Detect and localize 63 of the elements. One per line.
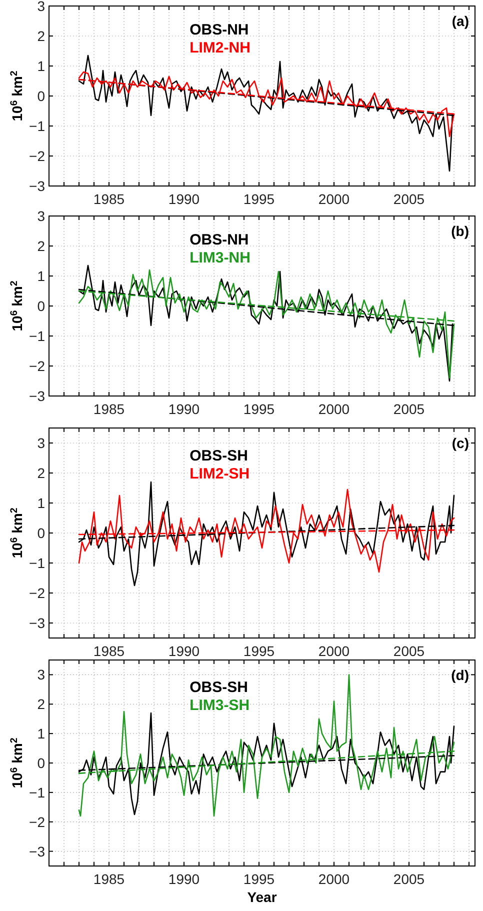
x-tick-label: 2000 [318,871,350,887]
y-tick-label: −1 [29,118,46,134]
y-tick-label: 2 [37,696,46,712]
x-tick-label: 1990 [168,191,200,207]
y-tick-label: −3 [29,843,46,860]
y-tick-label: 0 [37,298,46,314]
legend-label: OBS-NH [190,21,249,38]
y-tick-label: −3 [29,615,46,631]
y-tick-label: −1 [29,555,46,571]
y-tick-label: −2 [29,148,46,164]
y-tick-label: 1 [37,268,46,284]
y-tick-label: −2 [29,585,46,601]
x-tick-label: 1990 [168,401,200,417]
text: LIM2-SH [190,465,250,482]
x-tick-label: 2000 [318,643,350,659]
y-tick-label: 2 [37,465,46,481]
x-tick-label: 1995 [243,643,275,659]
legend-label: OBS-SH [190,678,248,696]
y-tick-label: 3 [37,0,46,14]
y-tick-label: −1 [29,784,46,800]
legend-label: OBS-SH [190,447,248,464]
y-tick-label: −1 [29,328,46,344]
series-label: LIM3-SH [190,696,250,714]
x-tick-label: 1985 [93,871,125,887]
y-tick-label: 1 [37,495,46,511]
x-tick-label: 2000 [318,401,350,417]
x-axis-title: Year [247,889,278,905]
annotation: (c) [452,435,469,451]
annotation: (b) [451,223,469,239]
x-tick-label: 2005 [393,871,425,887]
x-tick-label: 1995 [243,191,275,207]
line-series [78,488,455,573]
x-tick-label: 1990 [168,871,200,887]
annotation: (d) [451,667,469,683]
y-tick-label: 1 [37,58,46,74]
x-tick-label: 1985 [93,643,125,659]
y-tick-label: 0 [37,88,46,104]
y-tick-label: −3 [29,388,46,404]
x-tick-label: 2005 [393,643,425,659]
y-tick-label: −2 [29,358,46,374]
y-tick-label: 3 [37,435,46,451]
x-tick-label: 1995 [243,401,275,417]
y-tick-label: 0 [37,755,46,771]
y-tick-label: −2 [29,814,46,830]
y-tick-label: 3 [37,666,46,683]
x-tick-label: 2000 [318,191,350,207]
x-tick-label: 1985 [93,401,125,417]
y-tick-label: 2 [37,238,46,254]
x-tick-label: 1990 [168,643,200,659]
line-series [78,481,455,586]
x-tick-label: 2005 [393,191,425,207]
legend-label: OBS-NH [190,231,249,248]
y-tick-label: 3 [37,208,46,224]
x-tick-label: 1995 [243,871,275,887]
x-tick-label: 2005 [393,401,425,417]
y-tick-label: −3 [29,178,46,194]
series-label: LIM3-NH [190,249,250,266]
annotation: (a) [452,13,469,29]
series-label: LIM2-NH [190,39,250,56]
y-tick-label: 2 [37,28,46,44]
y-tick-label: 1 [37,726,46,742]
x-tick-label: 1985 [93,191,125,207]
y-tick-label: 0 [37,525,46,541]
